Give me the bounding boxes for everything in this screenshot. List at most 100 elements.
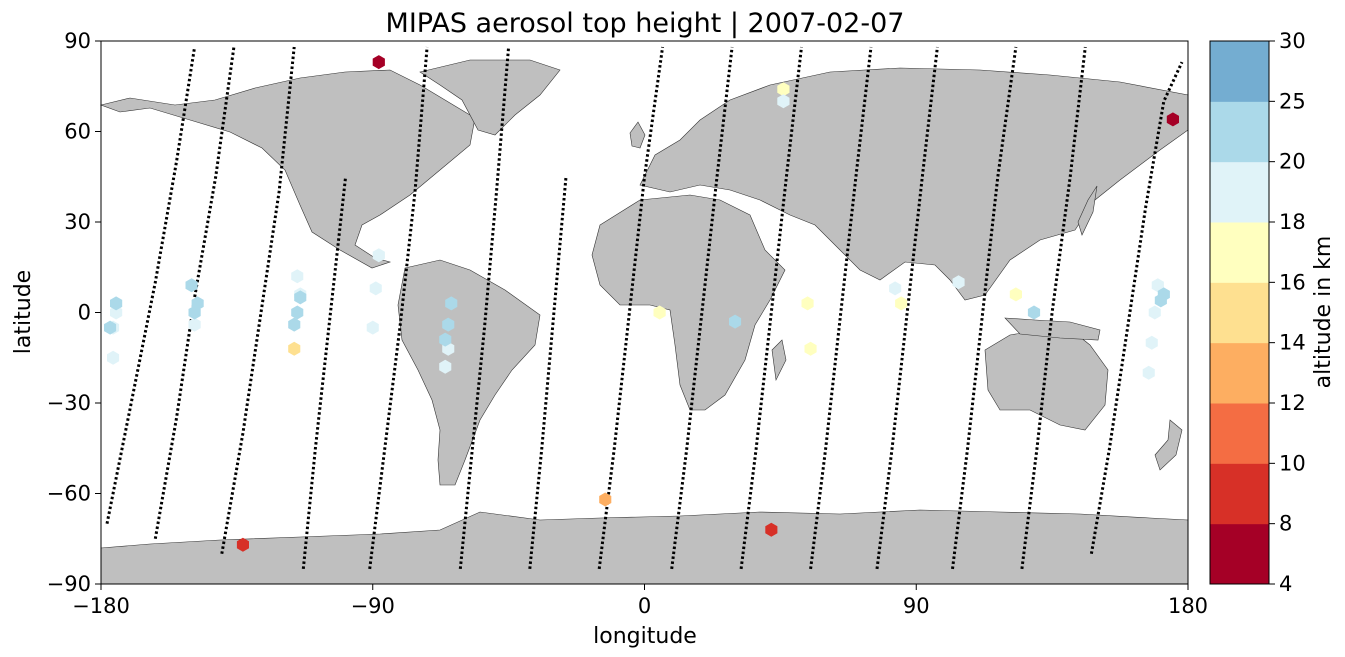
orbit-track [875,46,939,570]
aerosol-point [765,522,778,537]
orbit-track [597,46,665,570]
aerosol-point [1151,278,1164,293]
aerosol-point [804,341,817,356]
aerosol-point [291,269,304,284]
aerosol-point [1027,305,1041,320]
aerosol-point [191,296,204,311]
colorbar-segment [1210,523,1269,585]
orbit-track [458,46,511,570]
colorbar-segment [1210,463,1269,525]
orbit-tracks [105,46,1184,570]
colorbar-tick-label: 12 [1279,391,1306,415]
land-eurasia [639,67,1189,301]
aerosol-point [236,537,249,552]
colorbar-tick-label: 10 [1279,451,1306,475]
land-north-america [99,69,476,269]
y-tick-label: 0 [78,301,91,325]
y-tick-label: 30 [64,210,91,234]
colorbar-frame [1209,40,1270,585]
colorbar: 4 8 10 12 14 16 18 20 25 30 [1209,29,1306,596]
x-tick-label: 0 [638,594,651,618]
aerosol-point [1148,305,1161,320]
aerosol-point [777,82,790,97]
colorbar-segment [1210,41,1269,102]
colorbar-tick-label: 20 [1279,150,1306,174]
aerosol-point [889,281,902,296]
aerosol-point [777,94,790,109]
aerosol-point [439,359,452,374]
colorbar-segment [1210,403,1269,464]
land-masses [99,59,1189,585]
colorbar-label: altitude in km [1311,236,1336,389]
chart-title: MIPAS aerosol top height | 2007-02-07 [386,8,905,39]
y-axis-label: latitude [11,270,36,354]
colorbar-tick-label: 30 [1279,29,1306,53]
aerosol-point [188,317,201,332]
aerosol-point [369,281,382,296]
orbit-track [670,46,734,570]
aerosol-point [288,341,301,356]
orbit-track [368,46,429,570]
aerosol-point [599,492,612,507]
aerosol-point [445,296,458,311]
aerosol-point [1157,287,1170,302]
y-axis-ticks: −90 −60 −30 0 30 60 90 [47,29,101,596]
land-indonesia [1004,317,1101,341]
colorbar-segment [1210,282,1269,344]
aerosol-point [372,55,385,70]
aerosol-point [291,305,304,320]
y-tick-label: −90 [47,572,91,596]
y-tick-label: −60 [47,482,91,506]
orbit-track [220,46,296,555]
orbit-track [301,176,348,570]
aerosol-points [104,55,1179,552]
colorbar-segment [1210,342,1269,404]
aerosol-point [1145,335,1158,350]
orbit-track [528,176,568,570]
colorbar-tick-label: 16 [1279,270,1306,294]
aerosol-point [801,296,814,311]
orbit-track [1089,61,1184,555]
aerosol-point [895,296,908,311]
aerosol-point [366,320,379,335]
orbit-track [105,46,197,524]
orbit-track [1020,46,1087,570]
aerosol-point [107,350,120,365]
aerosol-point [442,317,455,332]
x-tick-label: −180 [72,594,130,618]
x-axis-label: longitude [593,624,697,649]
colorbar-tick-label: 14 [1279,331,1306,355]
aerosol-point [185,278,198,293]
colorbar-tick-label: 25 [1279,89,1306,113]
aerosol-point [372,248,385,263]
aerosol-point [653,305,666,320]
land-new-zealand [1154,419,1183,471]
colorbar-tick-label: 18 [1279,210,1306,234]
aerosol-point [104,320,117,335]
x-tick-label: 90 [903,594,930,618]
land-japan [1077,185,1098,236]
aerosol-point [294,290,307,305]
x-tick-label: −90 [351,594,395,618]
y-tick-label: −30 [47,391,91,415]
aerosol-point [439,332,452,347]
y-tick-label: 60 [64,120,91,144]
orbit-track [809,46,873,570]
aerosol-point [1166,112,1179,127]
colorbar-segment [1210,101,1269,163]
orbit-track [951,46,1018,570]
colorbar-segment [1210,161,1269,223]
colorbar-segment [1210,222,1269,283]
orbit-track [739,46,803,570]
y-tick-label: 90 [64,29,91,53]
land-antarctica [100,509,1189,585]
aerosol-point [110,296,123,311]
orbit-track [153,46,236,540]
aerosol-point [1009,287,1022,302]
land-south-america [397,259,541,486]
land-madagascar [771,339,787,382]
aerosol-point [110,305,123,320]
land-uk [629,121,646,149]
colorbar-tick-label: 4 [1279,572,1292,596]
